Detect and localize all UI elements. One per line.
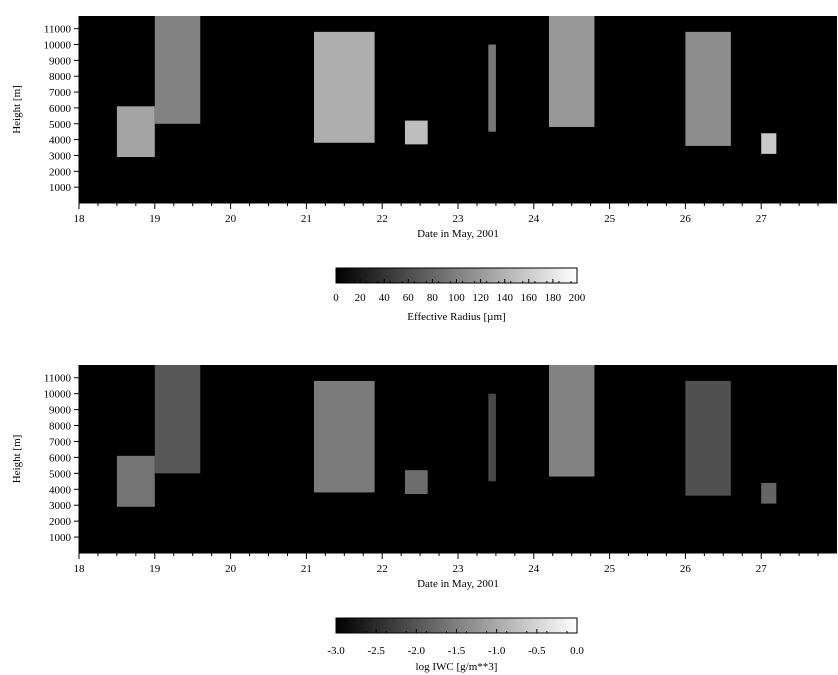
cloud-feature-0 [116,455,155,507]
cloud-feature-3 [404,120,428,145]
y-tick-label: 4000 [49,135,72,147]
colorbar-tick-label: -3.0 [327,645,345,657]
y-tick-label: 5000 [49,119,72,131]
colorbar-tick-label: 120 [472,292,489,304]
y-tick-label: 7000 [49,87,72,99]
y-tick-label: 9000 [49,405,72,417]
x-tick-label: 26 [680,213,692,225]
log-iwc-panel: 18 19 20 21 22 23 24 25 26 27 1000 2000 3000 4000 5000… [11,365,837,673]
x-axis-label: Date in May, 2001 [417,578,499,590]
y-axis-label: Height [m] [11,85,23,134]
y-tick-label: 1000 [49,182,72,194]
cloud-feature-3 [404,470,428,495]
y-axis-label: Height [m] [11,435,23,484]
y-tick-label: 3000 [49,150,72,162]
y-tick-label: 11000 [44,373,72,385]
x-tick-label: 22 [377,213,388,225]
effective-radius-panel: 18 19 20 21 22 23 24 25 26 2710002000300040005000… [11,16,837,323]
cloud-feature-2 [313,31,375,143]
cloud-feature-5 [548,16,595,127]
y-tick-label: 3000 [49,500,72,512]
colorbar-tick-label: -1.0 [488,645,506,657]
colorbar-tick-label: -2.0 [408,645,426,657]
y-tick-label: 1000 [49,532,72,544]
x-tick-label: 19 [149,213,161,225]
colorbar-tick-label: -2.5 [367,645,385,657]
colorbar-label: Effective Radius [µm] [407,311,505,323]
y-tick-label: 8000 [49,421,72,433]
colorbar-tick-label: 0.0 [570,645,584,657]
colorbar-label: log IWC [g/m**3] [416,661,498,673]
y-tick-label: 10000 [44,389,72,401]
cloud-feature-2 [313,380,375,493]
colorbar-tick-label: 140 [496,292,513,304]
x-tick-label: 25 [604,213,616,225]
colorbar-tick-label: 80 [427,292,439,304]
colorbar-tick-label: 100 [448,292,465,304]
cloud-feature-6 [685,380,731,496]
y-tick-label: 9000 [49,55,72,67]
cloud-feature-4 [488,44,496,132]
colorbar-tick-label: 0 [333,292,339,304]
x-tick-label: 27 [756,213,768,225]
cloud-feature-1 [154,365,201,474]
x-axis-label: Date in May, 2001 [417,228,499,240]
colorbar-tick-label: 60 [403,292,415,304]
x-tick-label: 18 [74,213,86,225]
x-tick-label: 26 [680,563,692,575]
colorbar-tick-label: -0.5 [528,645,546,657]
x-tick-label: 21 [301,563,312,575]
x-tick-label: 25 [604,563,616,575]
y-tick-label: 2000 [49,166,72,178]
x-tick-label: 23 [453,563,465,575]
colorbar-tick-label: 200 [569,292,586,304]
colorbar-tick-label: 20 [355,292,367,304]
y-tick-label: 4000 [49,484,72,496]
x-tick-label: 24 [528,563,540,575]
colorbar-tick-label: -1.5 [448,645,466,657]
colorbar-tick-label: 180 [545,292,562,304]
y-tick-label: 5000 [49,468,72,480]
cloud-feature-6 [685,31,731,146]
y-tick-label: 10000 [44,40,72,52]
x-tick-label: 27 [756,563,768,575]
cloud-features [116,16,777,158]
y-tick-label: 6000 [49,452,72,464]
y-tick-label: 2000 [49,516,72,528]
x-tick-label: 18 [74,563,86,575]
colorbar-tick-label: 40 [379,292,391,304]
y-tick-label: 11000 [44,24,72,36]
cloud-feature-5 [548,365,595,477]
x-tick-label: 23 [453,213,465,225]
colorbar-tick-label: 160 [521,292,538,304]
y-tick-label: 6000 [49,103,72,115]
cloud-feature-1 [154,16,201,124]
cloud-feature-4 [488,393,496,482]
cloud-feature-7 [761,133,777,154]
cloud-feature-7 [761,482,777,504]
x-tick-label: 20 [225,213,237,225]
y-tick-label: 7000 [49,436,72,448]
x-tick-label: 24 [528,213,540,225]
x-tick-label: 20 [225,563,237,575]
y-tick-label: 8000 [49,71,72,83]
x-tick-label: 21 [301,213,312,225]
x-tick-label: 22 [377,563,388,575]
cloud-feature-0 [116,106,155,158]
x-tick-label: 19 [149,563,161,575]
cloud-features [116,365,777,507]
